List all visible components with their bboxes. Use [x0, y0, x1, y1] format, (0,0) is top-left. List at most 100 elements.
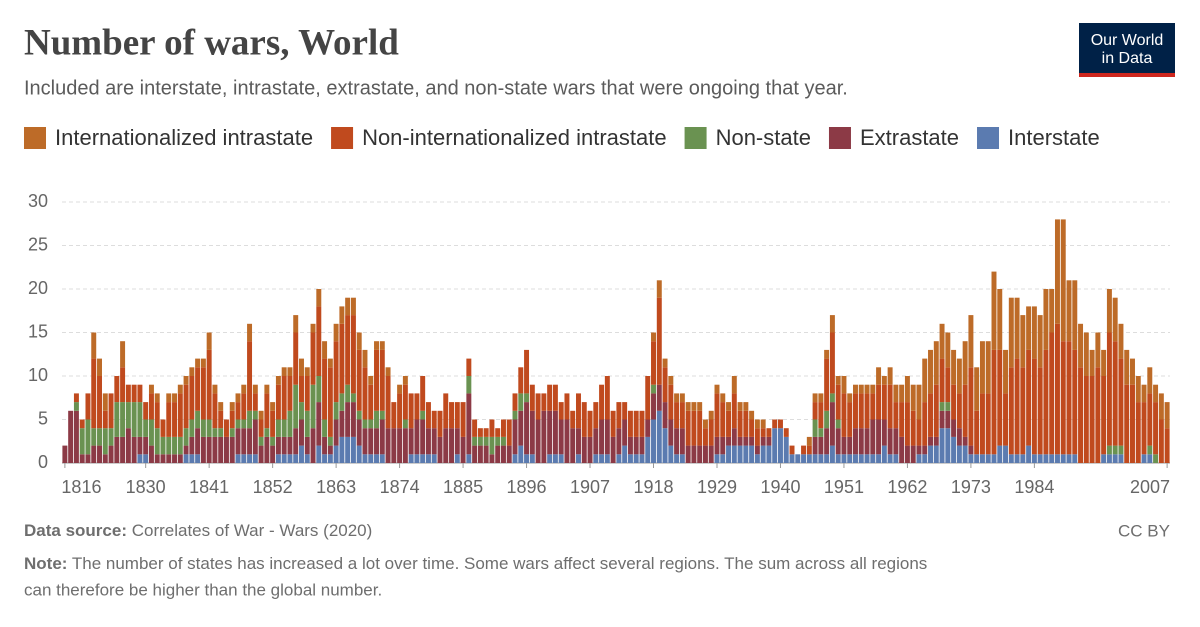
bar-segment — [408, 428, 414, 455]
bar-segment — [379, 419, 385, 455]
bar-segment — [962, 436, 968, 446]
bar-segment — [183, 428, 189, 446]
bar-segment — [148, 384, 154, 394]
bar-segment — [524, 454, 530, 463]
bar-segment — [870, 393, 876, 420]
bar-segment — [668, 384, 674, 420]
bar-segment — [287, 436, 293, 455]
bar-segment — [881, 445, 887, 463]
bar-segment — [1049, 289, 1055, 333]
bar-segment — [1118, 445, 1124, 455]
bar-segment — [1078, 367, 1084, 463]
bar-segment — [524, 402, 530, 455]
logo-text: in Data — [1102, 50, 1153, 67]
bar-segment — [189, 376, 195, 420]
bar-segment — [622, 419, 628, 446]
bar-segment — [656, 384, 662, 411]
bar-segment — [535, 393, 541, 420]
legend-swatch — [24, 127, 46, 149]
bar-segment — [841, 436, 847, 455]
bar-segment — [183, 445, 189, 455]
bar-segment — [593, 454, 599, 463]
bar-segment — [368, 384, 374, 420]
bar-segment — [460, 436, 466, 463]
bar-segment — [489, 436, 495, 455]
bar-segment — [541, 410, 547, 463]
bar-segment — [974, 454, 980, 463]
bar-segment — [876, 384, 882, 420]
legend-swatch — [331, 127, 354, 149]
bar-segment — [281, 419, 287, 437]
bar-segment — [275, 436, 281, 455]
bar-segment — [241, 393, 247, 420]
bar-segment — [293, 315, 299, 333]
bar-segment — [339, 393, 345, 411]
bar-segment — [789, 445, 795, 455]
bar-segment — [91, 332, 97, 359]
bar-segment — [697, 445, 703, 463]
bar-segment — [558, 419, 564, 455]
bar-segment — [731, 393, 737, 429]
bar-segment — [512, 393, 518, 411]
bar-segment — [916, 445, 922, 455]
bar-segment — [853, 393, 858, 429]
bar-segment — [1124, 384, 1130, 463]
bar-segment — [737, 445, 743, 463]
bar-segment — [402, 384, 408, 420]
bar-segment — [310, 428, 316, 463]
bar-segment — [749, 445, 755, 463]
bar-segment — [749, 410, 755, 420]
bar-segment — [1072, 349, 1078, 455]
bar-segment — [1066, 341, 1072, 455]
bar-segment — [414, 419, 420, 455]
x-tick-label: 1918 — [633, 477, 673, 497]
bar-segment — [576, 393, 581, 429]
bar-segment — [148, 445, 154, 463]
bar-segment — [235, 419, 241, 429]
bar-segment — [125, 428, 131, 463]
bar-segment — [558, 454, 564, 463]
bar-segment — [322, 454, 328, 463]
bar-segment — [616, 428, 622, 455]
bar-segment — [1049, 332, 1055, 455]
bar-segment — [997, 349, 1003, 446]
bar-segment — [610, 436, 616, 463]
bar-segment — [125, 402, 131, 429]
bar-segment — [1130, 384, 1135, 463]
bar-segment — [495, 428, 501, 437]
bar-segment — [743, 410, 749, 437]
bar-segment — [552, 384, 558, 411]
bar-segment — [247, 454, 253, 463]
legend-label: Extrastate — [860, 125, 959, 150]
bar-segment — [512, 419, 518, 455]
bar-segment — [327, 454, 333, 463]
bar-segment — [264, 428, 270, 437]
x-tick-label: 1885 — [443, 477, 483, 497]
bar-segment — [876, 367, 882, 385]
bar-segment — [679, 454, 685, 463]
bar-segment — [656, 280, 662, 298]
bar-segment — [270, 445, 276, 463]
bar-segment — [264, 384, 270, 394]
bar-segment — [1049, 454, 1055, 463]
bar-segment — [968, 367, 974, 446]
bar-segment — [1101, 349, 1107, 376]
bar-segment — [1003, 393, 1009, 446]
bar-segment — [922, 454, 928, 463]
bar-segment — [587, 436, 593, 463]
bar-segment — [143, 419, 149, 437]
bar-segment — [812, 454, 818, 463]
bar-segment — [806, 445, 812, 455]
bar-segment — [749, 436, 755, 446]
bar-segment — [1072, 454, 1078, 463]
bar-segment — [241, 384, 247, 394]
source: Data source: Correlates of War - Wars (2… — [24, 521, 372, 540]
bar-segment — [928, 445, 933, 463]
bar-segment — [293, 384, 299, 429]
bar-segment — [195, 358, 201, 368]
bar-segment — [858, 454, 864, 463]
bar-segment — [327, 358, 333, 368]
bar-segment — [1083, 376, 1089, 463]
license: CC BY — [1118, 521, 1170, 540]
bar-segment — [402, 428, 408, 463]
